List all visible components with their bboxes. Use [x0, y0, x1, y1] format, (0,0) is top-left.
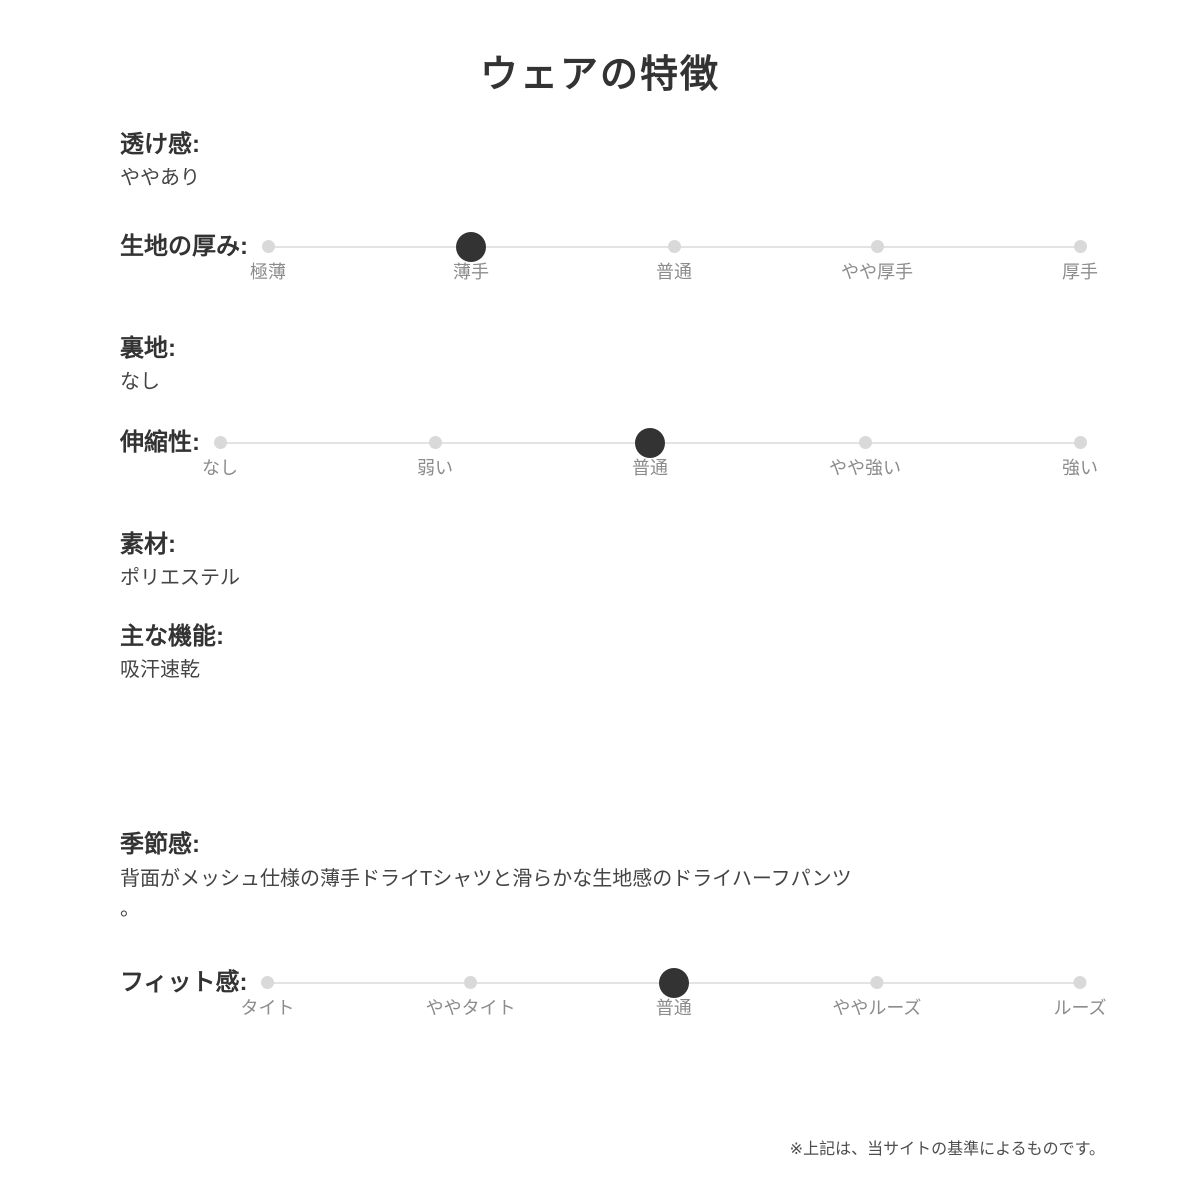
scale-dot-wrap — [1073, 234, 1087, 260]
scale-tick-label: タイト — [240, 997, 295, 1018]
scale-stop: 薄手 — [453, 231, 489, 284]
fit-scale: タイト ややタイト 普通 ややルーズ ルーズ — [241, 967, 1107, 1018]
site-standard-footnote: ※上記は、当サイトの基準によるものです。 — [789, 1140, 1105, 1158]
scale-tick-label: 弱い — [417, 457, 453, 478]
scale-dot-wrap — [464, 970, 478, 996]
page-title: ウェアの特徴 — [479, 54, 720, 96]
scale-dot-wrap — [1073, 430, 1087, 456]
section-fit: フィット感: タイト ややタイト 普通 ややルーズ — [120, 966, 1107, 1018]
scale-stop: 弱い — [417, 430, 453, 480]
scale-stop: 強い — [1062, 430, 1098, 480]
season-description: 背面がメッシュ仕様の薄手ドライTシャツと滑らかな生地感のドライハーフパンツ 。 — [120, 867, 852, 920]
scale-dot — [870, 976, 884, 989]
scale-tick-label: 強い — [1062, 457, 1098, 478]
scale-dot — [667, 240, 681, 253]
stretch-label: 伸縮性: — [120, 428, 200, 456]
section-sheerness: 透け感: ややあり — [120, 130, 1080, 190]
scale-dot-wrap — [261, 234, 275, 260]
stretch-scale: なし 弱い 普通 やや強い 強い — [202, 427, 1098, 478]
scale-dot — [1073, 240, 1087, 253]
scale-dot — [635, 427, 665, 458]
scale-dot — [213, 436, 227, 449]
main-function-label: 主な機能: — [120, 622, 224, 650]
scale-stop: 極薄 — [250, 234, 286, 284]
scale-dot — [428, 436, 442, 449]
scale-dot-wrap — [456, 231, 486, 262]
scale-dot — [261, 240, 275, 253]
scale-tick-label: 普通 — [655, 997, 692, 1018]
scale-dot-wrap — [213, 430, 227, 456]
scale-dot-wrap — [870, 234, 884, 260]
season-label: 季節感: — [120, 830, 200, 858]
fabric-thickness-label: 生地の厚み: — [120, 232, 248, 260]
scale-dot — [658, 967, 689, 998]
scale-tick-label: 極薄 — [250, 261, 286, 282]
scale-tick-label: ルーズ — [1053, 997, 1107, 1018]
scale-tick-label: ややルーズ — [832, 997, 922, 1018]
scale-dot-wrap — [658, 967, 689, 998]
scale-dot — [858, 436, 872, 449]
scale-stop: ルーズ — [1053, 970, 1107, 1020]
scale-tick-label: ややタイト — [425, 997, 516, 1018]
section-material: 素材: ポリエステル — [120, 530, 1080, 590]
section-fabric-thickness: 生地の厚み: 極薄 薄手 普通 やや厚手 — [120, 230, 1098, 282]
scale-stop: タイト — [241, 970, 295, 1020]
scale-dot-wrap — [428, 430, 442, 456]
scale-dot — [1073, 436, 1087, 449]
scale-dot — [870, 240, 884, 253]
scale-stop: 普通 — [655, 967, 692, 1020]
section-main-function: 主な機能: 吸汗速乾 — [120, 622, 1080, 682]
scale-tick-label: やや厚手 — [841, 261, 913, 282]
scale-dot — [464, 976, 478, 989]
scale-dot-wrap — [1073, 970, 1087, 996]
sheerness-value: ややあり — [120, 166, 200, 189]
scale-stop: やや厚手 — [841, 234, 913, 284]
scale-tick-label: なし — [202, 457, 238, 478]
fit-label: フィット感: — [120, 968, 248, 996]
scale-dot-wrap — [635, 427, 665, 458]
features-content: 透け感: ややあり 生地の厚み: 極薄 薄手 普通 — [0, 130, 1200, 1018]
section-lining: 裏地: なし — [120, 334, 1080, 394]
lining-value: なし — [120, 370, 160, 393]
scale-dot-wrap — [858, 430, 872, 456]
section-season: 季節感: 背面がメッシュ仕様の薄手ドライTシャツと滑らかな生地感のドライハーフパ… — [120, 830, 1080, 924]
scale-dot-wrap — [667, 234, 681, 260]
scale-dot-wrap — [870, 970, 884, 996]
scale-stop: 普通 — [656, 234, 692, 284]
main-function-value: 吸汗速乾 — [120, 658, 200, 681]
scale-tick-label: 薄手 — [453, 261, 489, 282]
lining-label: 裏地: — [120, 334, 176, 362]
material-value: ポリエステル — [120, 566, 240, 589]
scale-tick-label: 厚手 — [1062, 261, 1098, 282]
scale-dot-wrap — [261, 970, 275, 996]
scale-dot — [261, 976, 275, 989]
scale-stop: ややルーズ — [832, 970, 921, 1020]
scale-stop: やや強い — [829, 430, 901, 480]
scale-tick-label: やや強い — [829, 457, 901, 478]
scale-tick-label: 普通 — [656, 261, 692, 282]
scale-dot — [1073, 976, 1087, 989]
scale-stop: なし — [202, 430, 238, 480]
scale-stop: 厚手 — [1062, 234, 1098, 284]
fabric-thickness-scale: 極薄 薄手 普通 やや厚手 厚手 — [250, 231, 1098, 282]
material-label: 素材: — [120, 530, 176, 558]
scale-stop: ややタイト — [426, 970, 516, 1020]
section-stretch: 伸縮性: なし 弱い 普通 やや強い — [120, 426, 1098, 478]
scale-tick-label: 普通 — [632, 457, 668, 478]
scale-stop: 普通 — [632, 427, 668, 480]
sheerness-label: 透け感: — [120, 130, 200, 158]
scale-dot — [456, 231, 486, 262]
